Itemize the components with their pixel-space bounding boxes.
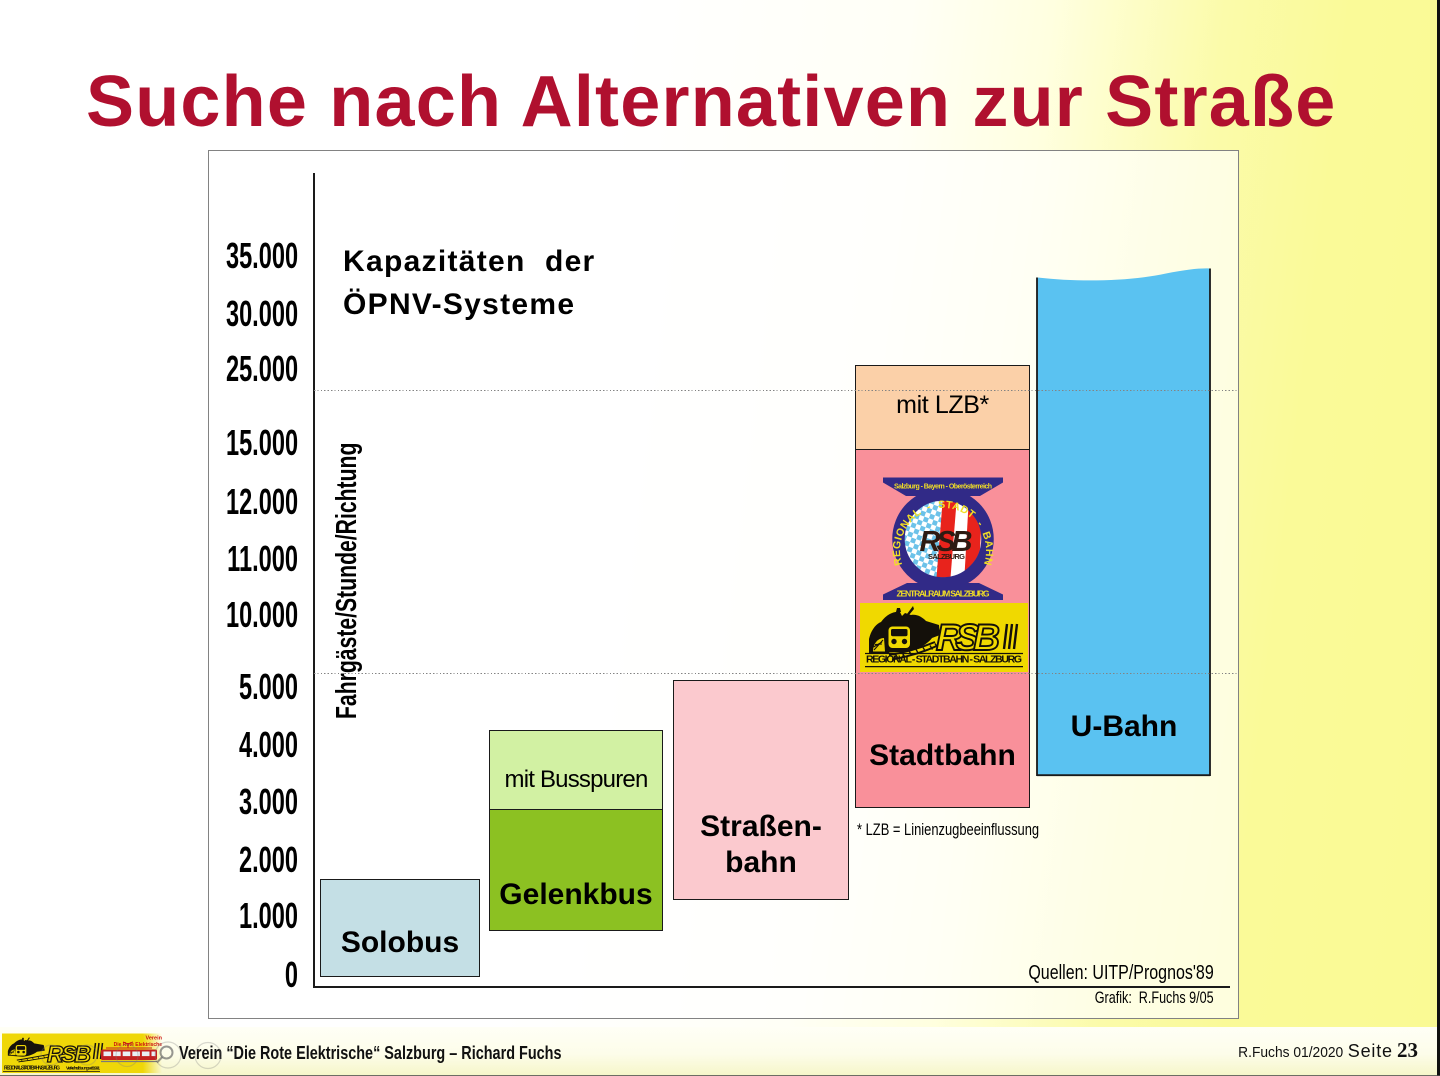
svg-text:Verein: Verein <box>145 1036 162 1042</box>
svg-text:Die Rote Elektrische: Die Rote Elektrische <box>114 1042 163 1048</box>
svg-text:REGIONAL - STADTBAHN - SALZBUR: REGIONAL - STADTBAHN - SALZBURG <box>866 654 1022 666</box>
svg-text:RSB: RSB <box>920 526 973 558</box>
svg-text:Verkehrslösung seit 1991: Verkehrslösung seit 1991 <box>66 1066 100 1072</box>
svg-text:SALZBURG: SALZBURG <box>928 552 965 561</box>
svg-text:Salzburg - Bayern - Oberösterr: Salzburg - Bayern - Oberösterreich <box>894 484 992 491</box>
svg-text:ZENTRALRAUM SALZBURG: ZENTRALRAUM SALZBURG <box>897 589 990 599</box>
svg-text:REGIONAL - STADTBAHN - SALZBUR: REGIONAL - STADTBAHN - SALZBURG <box>4 1066 60 1072</box>
svg-text:RSB: RSB <box>47 1041 91 1067</box>
svg-text:RSB: RSB <box>936 617 1000 658</box>
